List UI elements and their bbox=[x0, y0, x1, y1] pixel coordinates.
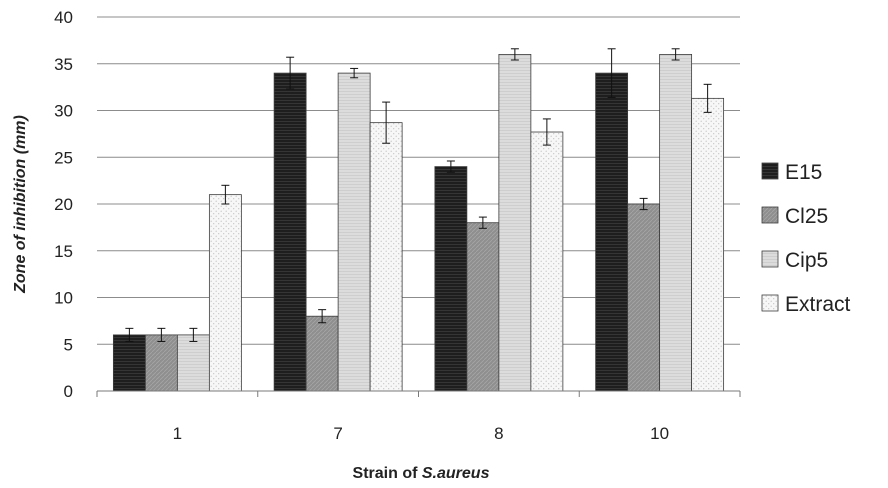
y-tick-label: 20 bbox=[54, 195, 73, 214]
x-tick-label: 8 bbox=[494, 424, 503, 443]
x-tick-label: 1 bbox=[173, 424, 182, 443]
bar-e15 bbox=[434, 166, 468, 392]
bar-cip5 bbox=[498, 54, 532, 392]
legend-swatch-cip5 bbox=[761, 250, 779, 268]
bar-extract bbox=[369, 122, 403, 392]
y-tick-label: 30 bbox=[54, 102, 73, 121]
y-tick-label: 10 bbox=[54, 289, 73, 308]
bar-cl25 bbox=[466, 222, 500, 392]
legend-label-e15: E15 bbox=[785, 161, 822, 184]
x-tick-label: 7 bbox=[333, 424, 342, 443]
bar-cl25 bbox=[144, 334, 178, 392]
y-tick-label: 25 bbox=[54, 148, 73, 167]
x-axis-label-species: S.aureus bbox=[422, 465, 490, 482]
y-tick-label: 0 bbox=[64, 382, 73, 401]
bar-e15 bbox=[273, 72, 307, 392]
x-tick-label: 10 bbox=[650, 424, 669, 443]
bar-e15 bbox=[595, 72, 629, 392]
x-axis-label: Strain of S.aureus bbox=[353, 465, 490, 482]
bar-extract bbox=[530, 131, 564, 392]
x-tick-labels: 1 7 8 10 bbox=[173, 424, 669, 443]
error-bars bbox=[125, 48, 712, 342]
x-axis-label-prefix: Strain of bbox=[353, 465, 422, 482]
bars bbox=[112, 54, 725, 392]
bar-extract bbox=[691, 97, 725, 392]
bar-cl25 bbox=[305, 315, 339, 392]
bar-cl25 bbox=[627, 203, 661, 392]
y-tick-label: 15 bbox=[54, 242, 73, 261]
y-tick-label: 5 bbox=[64, 335, 73, 354]
y-axis-label: Zone of inhibition (mm) bbox=[12, 115, 29, 294]
y-tick-label: 35 bbox=[54, 55, 73, 74]
legend-swatch-e15 bbox=[761, 162, 779, 180]
legend-label-extract: Extract bbox=[785, 293, 851, 316]
x-axis bbox=[96, 390, 741, 397]
y-tick-label: 40 bbox=[54, 8, 73, 27]
legend-label-cip5: Cip5 bbox=[785, 249, 828, 272]
gridlines bbox=[97, 16, 740, 345]
bar-e15 bbox=[112, 334, 146, 392]
bar-cip5 bbox=[337, 72, 371, 392]
legend-label-cl25: Cl25 bbox=[785, 205, 828, 228]
y-tick-labels: 0 5 10 15 20 25 30 35 40 bbox=[54, 8, 73, 401]
legend-swatch-extract bbox=[761, 294, 779, 312]
bar-extract bbox=[208, 194, 242, 392]
bar-cip5 bbox=[176, 334, 210, 392]
legend-swatch-cl25 bbox=[761, 206, 779, 224]
legend: E15 Cl25 Cip5 Extract bbox=[761, 161, 851, 316]
bar-cip5 bbox=[659, 54, 693, 392]
